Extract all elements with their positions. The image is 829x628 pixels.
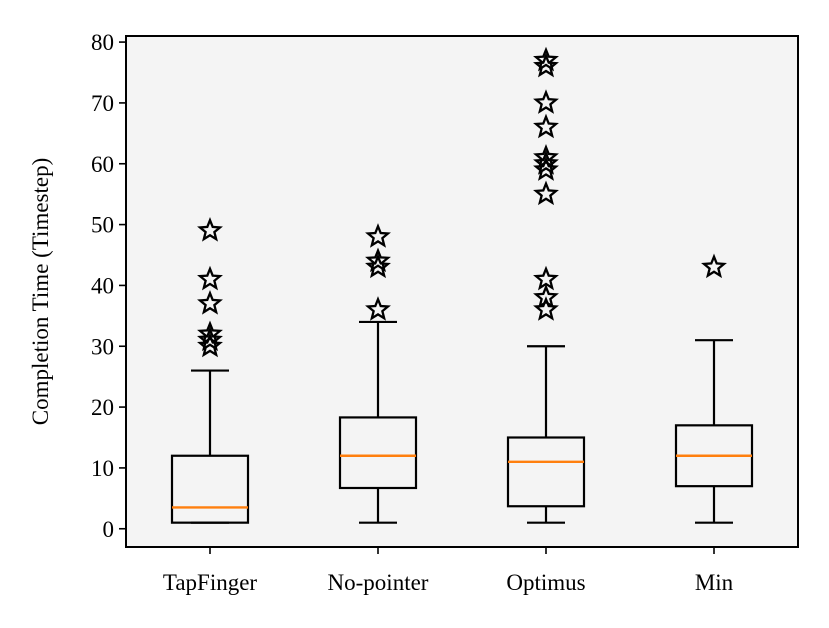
outlier-marker xyxy=(197,217,223,242)
outlier-marker xyxy=(365,296,391,321)
box-no-pointer xyxy=(338,223,418,524)
outlier-marker xyxy=(197,320,223,346)
iqr-box xyxy=(170,454,250,524)
category-label: Min xyxy=(695,570,734,595)
outlier-marker xyxy=(533,180,559,206)
outlier-marker xyxy=(533,144,559,169)
outlier-marker xyxy=(533,265,559,291)
y-tick-label: 50 xyxy=(91,213,114,238)
category-label: No-pointer xyxy=(328,570,429,595)
outlier-marker xyxy=(365,247,391,273)
box-optimus xyxy=(506,46,586,524)
outlier-marker xyxy=(197,290,223,315)
plot-area xyxy=(126,36,798,547)
box-tapfinger xyxy=(170,217,250,524)
outlier-marker xyxy=(533,156,559,181)
y-axis: 0 10 20 30 40 50 60 70 80 xyxy=(91,30,126,542)
y-tick-label: 20 xyxy=(91,395,114,420)
y-tick-label: 40 xyxy=(91,273,114,298)
plot-frame xyxy=(125,35,799,548)
outlier-marker xyxy=(533,296,559,321)
iqr-box xyxy=(506,436,586,508)
category-label: TapFinger xyxy=(163,570,258,595)
iqr-box xyxy=(338,416,418,490)
y-axis-title: Completion Time (Timestep) xyxy=(28,158,53,426)
y-tick-label: 70 xyxy=(91,91,114,116)
x-axis: TapFinger No-pointer Optimus Min xyxy=(163,547,734,595)
outlier-marker xyxy=(701,253,727,279)
outlier-marker xyxy=(533,89,559,114)
outlier-marker xyxy=(197,332,223,358)
outlier-marker xyxy=(533,46,559,72)
outlier-marker xyxy=(533,52,559,78)
outlier-marker xyxy=(365,223,391,248)
y-tick-label: 60 xyxy=(91,152,114,177)
outlier-marker xyxy=(197,326,223,352)
y-tick-label: 0 xyxy=(103,517,115,542)
category-label: Optimus xyxy=(506,570,585,595)
outlier-marker xyxy=(533,283,559,309)
y-tick-label: 80 xyxy=(91,30,114,55)
outlier-marker xyxy=(533,113,559,139)
outlier-marker xyxy=(533,150,559,175)
box-min xyxy=(674,253,754,524)
box-series xyxy=(170,46,754,524)
y-tick-label: 30 xyxy=(91,334,114,359)
outlier-marker xyxy=(365,253,391,279)
y-tick-label: 10 xyxy=(91,456,114,481)
outlier-marker xyxy=(197,265,223,291)
